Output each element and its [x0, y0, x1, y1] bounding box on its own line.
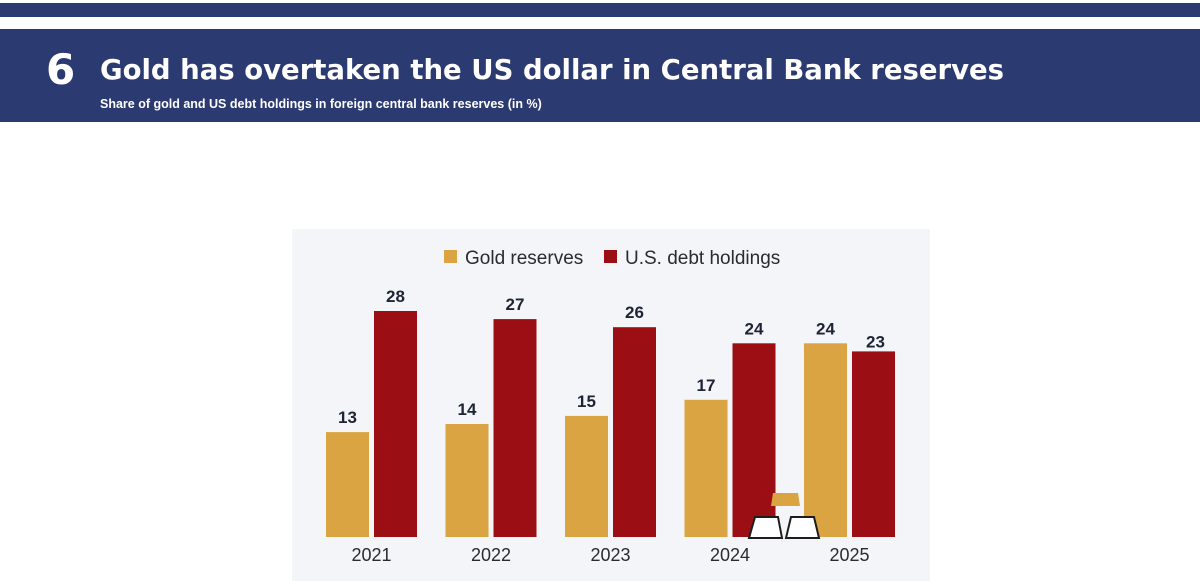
value-label-debt-2023: 26	[625, 303, 644, 322]
bars	[326, 311, 895, 537]
value-label-debt-2022: 27	[506, 295, 525, 314]
legend-label-debt: U.S. debt holdings	[625, 248, 780, 269]
bar-debt-2023	[613, 327, 656, 537]
value-label-gold-2021: 13	[338, 408, 357, 427]
bar-gold-2022	[445, 424, 489, 537]
slide-title: Gold has overtaken the US dollar in Cent…	[100, 54, 1005, 86]
x-tick-2025: 2025	[829, 545, 869, 565]
value-label-debt-2024: 24	[745, 319, 764, 338]
value-label-gold-2022: 14	[458, 400, 477, 419]
value-label-gold-2023: 15	[577, 392, 596, 411]
header-band	[0, 29, 1200, 122]
legend: Gold reserves U.S. debt holdings	[444, 248, 780, 269]
bar-debt-2025	[852, 351, 895, 537]
x-tick-2021: 2021	[351, 545, 391, 565]
x-tick-2022: 2022	[471, 545, 511, 565]
bar-debt-2024	[732, 343, 776, 537]
bar-chart: Gold reserves U.S. debt holdings 13 28 14 2…	[326, 248, 895, 565]
x-tick-2023: 2023	[590, 545, 630, 565]
slide-number: 6	[46, 45, 76, 94]
legend-swatch-gold	[444, 250, 457, 263]
bar-gold-2021	[326, 432, 369, 537]
gold-bars-icon	[747, 493, 821, 539]
bar-gold-2023	[565, 415, 608, 537]
bar-gold-2024	[684, 399, 728, 537]
value-label-gold-2025: 24	[816, 319, 835, 338]
slide-subtitle: Share of gold and US debt holdings in fo…	[100, 97, 542, 111]
bar-debt-2021	[374, 311, 417, 537]
bar-debt-2022	[493, 319, 537, 537]
legend-swatch-debt	[604, 250, 617, 263]
value-label-debt-2025: 23	[866, 332, 885, 351]
chart-panel: Gold reserves U.S. debt holdings 13 28 14 2…	[292, 229, 930, 581]
top-stripe	[0, 3, 1200, 17]
value-label-gold-2024: 17	[697, 376, 716, 395]
x-tick-2024: 2024	[710, 545, 750, 565]
legend-label-gold: Gold reserves	[465, 248, 583, 269]
bar-gold-2025	[804, 343, 847, 537]
value-label-debt-2021: 28	[386, 287, 405, 306]
bar-values: 13 28 14 27 15 26 17 24 24 23	[338, 287, 885, 427]
x-axis-ticks: 2021 2022 2023 2024 2025	[351, 545, 869, 565]
